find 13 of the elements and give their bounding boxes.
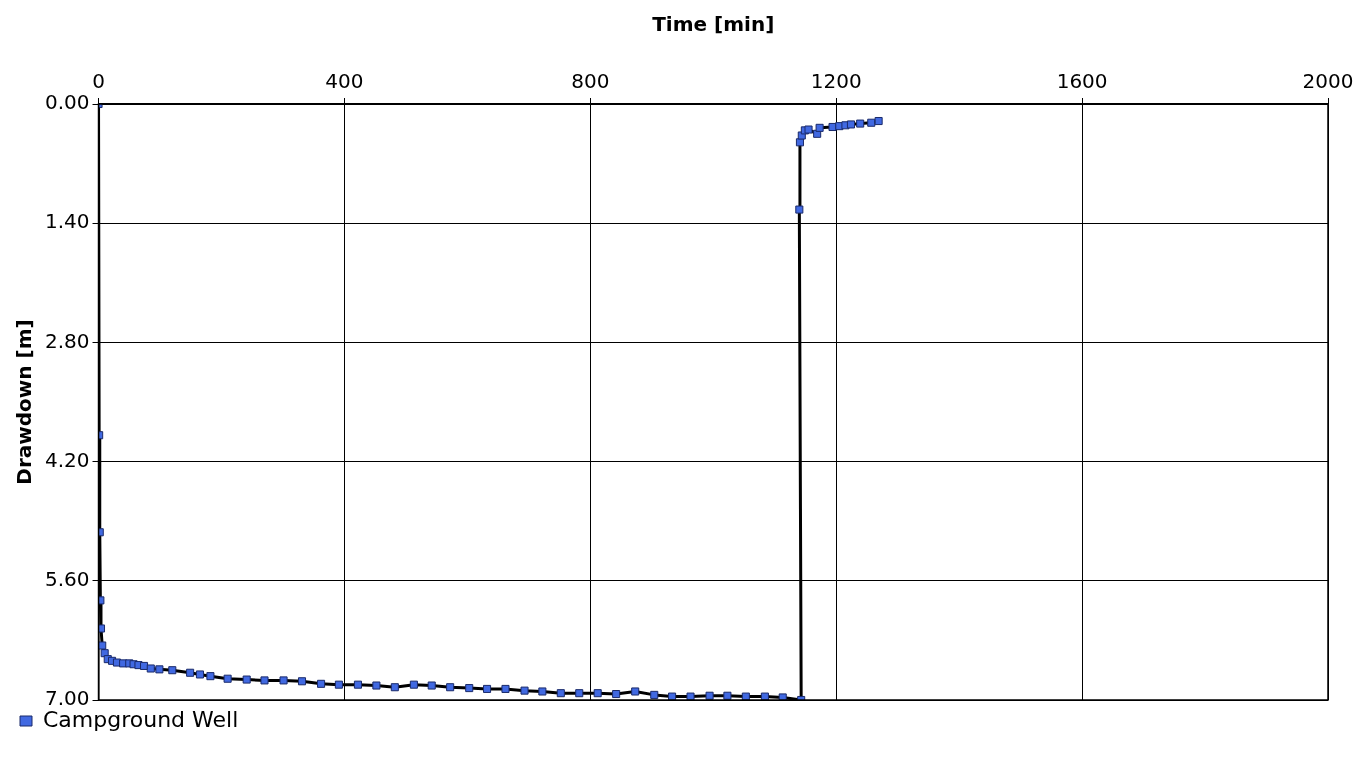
y-tick-label: 0.00	[45, 90, 90, 115]
x-tick-label: 0	[92, 69, 105, 94]
x-axis-title: Time [min]	[652, 12, 775, 37]
y-tick-label: 4.20	[45, 447, 90, 472]
x-tick-label: 1600	[1056, 69, 1108, 94]
x-tick-label: 800	[571, 69, 610, 94]
y-tick-label: 2.80	[45, 328, 90, 353]
y-tick-label: 1.40	[45, 209, 90, 234]
x-tick-label: 2000	[1302, 69, 1354, 94]
x-tick-label: 1200	[810, 69, 862, 94]
y-tick-label: 5.60	[45, 567, 90, 591]
x-tick-label: 400	[325, 69, 364, 94]
y-axis-title: Drawdown [m]	[12, 319, 37, 485]
